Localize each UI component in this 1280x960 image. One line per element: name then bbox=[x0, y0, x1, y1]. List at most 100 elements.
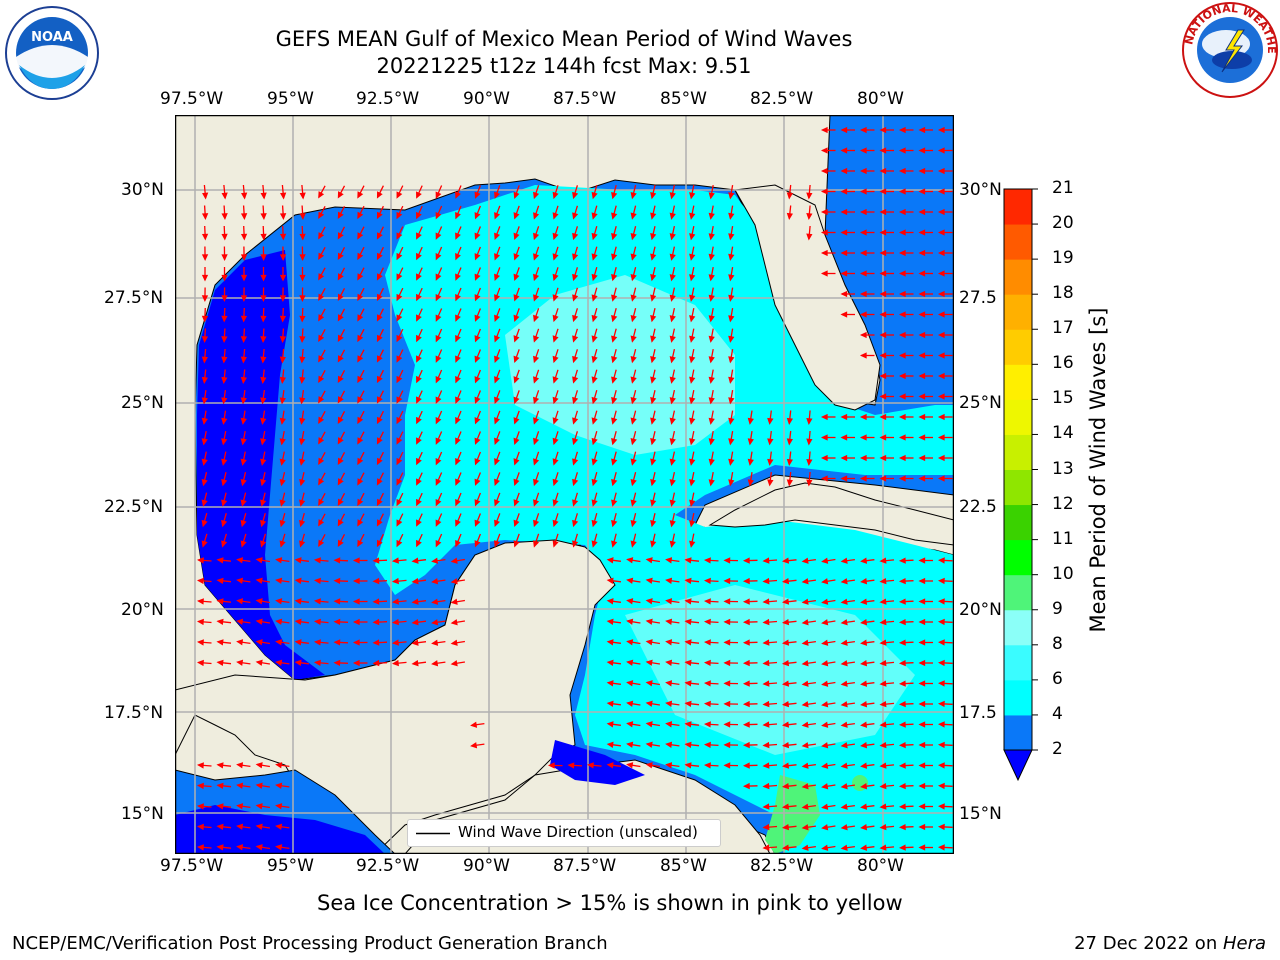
footer-host: Hera bbox=[1222, 933, 1266, 954]
wind-wave-arrow-head bbox=[299, 438, 306, 446]
wind-wave-arrow-head bbox=[684, 598, 692, 605]
wind-wave-arrow-head bbox=[937, 659, 945, 667]
wind-wave-arrow-head bbox=[645, 639, 653, 646]
wind-wave-arrow-head bbox=[333, 639, 341, 646]
wind-wave-arrow-head bbox=[352, 557, 360, 564]
wind-wave-arrow-head bbox=[533, 437, 540, 446]
wind-wave-arrow-head bbox=[591, 376, 598, 384]
wind-wave-arrow-head bbox=[411, 639, 419, 646]
colorbar-bin bbox=[1004, 294, 1032, 330]
wind-wave-arrow-head bbox=[318, 211, 325, 220]
wind-wave-arrow-head bbox=[859, 331, 867, 339]
wind-wave-arrow-head bbox=[879, 639, 887, 646]
wind-wave-arrow-head bbox=[728, 253, 735, 261]
wind-wave-arrow-head bbox=[708, 458, 715, 466]
wind-wave-arrow-head bbox=[533, 540, 540, 548]
wind-wave-arrow-head bbox=[611, 315, 618, 323]
wind-wave-arrow-head bbox=[708, 233, 715, 241]
wind-wave-arrow-head bbox=[840, 188, 848, 195]
wind-wave-arrow-head bbox=[357, 416, 364, 425]
wind-wave-arrow-head bbox=[318, 191, 325, 199]
wind-wave-arrow-head bbox=[376, 334, 383, 343]
wind-wave-arrow-head bbox=[742, 741, 750, 749]
wind-wave-arrow-head bbox=[337, 519, 344, 527]
wind-wave-arrow-head bbox=[572, 540, 579, 548]
wind-wave-arrow-head bbox=[859, 475, 867, 482]
wind-wave-arrow-head bbox=[221, 397, 228, 405]
wind-wave-arrow-head bbox=[918, 721, 926, 728]
noaa-logo-text: NOAA bbox=[31, 30, 73, 45]
wind-wave-arrow-head bbox=[299, 192, 306, 200]
legend-line bbox=[416, 832, 450, 835]
wind-wave-arrow-head bbox=[240, 213, 248, 221]
wind-wave-arrow-head bbox=[221, 254, 228, 262]
wind-wave-arrow-head bbox=[260, 376, 267, 385]
wind-wave-arrow-head bbox=[474, 335, 481, 343]
wind-wave-arrow-head bbox=[606, 577, 614, 585]
wind-wave-arrow-head bbox=[572, 191, 579, 200]
wind-wave-arrow-head bbox=[728, 274, 735, 282]
wind-wave-arrow-head bbox=[513, 478, 520, 487]
wind-wave-arrow-head bbox=[606, 741, 614, 749]
wind-wave-arrow-head bbox=[669, 499, 676, 507]
wind-wave-arrow-head bbox=[645, 577, 653, 584]
wind-wave-arrow-head bbox=[494, 335, 500, 343]
wind-wave-arrow-head bbox=[821, 557, 829, 564]
wind-wave-arrow-head bbox=[435, 334, 442, 343]
wind-wave-arrow-head bbox=[416, 478, 422, 486]
wind-wave-arrow-head bbox=[221, 519, 228, 528]
wind-wave-arrow-head bbox=[337, 498, 344, 507]
wind-wave-arrow-head bbox=[665, 598, 673, 605]
map-legend: Wind Wave Direction (unscaled) bbox=[407, 819, 721, 847]
wind-wave-arrow-head bbox=[898, 680, 906, 687]
wind-wave-arrow-head bbox=[240, 519, 247, 528]
wind-wave-arrow-head bbox=[786, 417, 793, 426]
wind-wave-arrow-head bbox=[611, 192, 618, 200]
wind-wave-arrow-head bbox=[840, 598, 848, 605]
wind-wave-arrow-head bbox=[645, 680, 653, 687]
wind-wave-arrow-head bbox=[337, 355, 344, 363]
wind-wave-arrow-head bbox=[859, 352, 867, 359]
wind-wave-arrow-head bbox=[630, 438, 637, 446]
wind-wave-arrow-head bbox=[552, 458, 559, 466]
wind-wave-arrow-head bbox=[435, 211, 442, 220]
wind-wave-arrow-head bbox=[937, 352, 945, 359]
wind-wave-arrow-head bbox=[937, 434, 945, 441]
wind-wave-arrow-head bbox=[201, 519, 208, 528]
wind-wave-arrow-head bbox=[665, 721, 673, 728]
wind-wave-arrow-head bbox=[708, 438, 715, 446]
wind-wave-arrow-head bbox=[879, 393, 887, 400]
wind-wave-arrow-head bbox=[918, 823, 926, 831]
wind-wave-arrow-head bbox=[474, 519, 481, 527]
wind-wave-arrow-head bbox=[650, 417, 657, 425]
wind-wave-arrow-head bbox=[820, 454, 828, 462]
wind-wave-arrow-head bbox=[201, 479, 208, 487]
wind-wave-arrow-head bbox=[221, 479, 228, 487]
wind-wave-arrow-head bbox=[665, 741, 673, 749]
wind-wave-arrow-head bbox=[255, 659, 263, 666]
wind-wave-arrow-head bbox=[703, 577, 711, 585]
wind-wave-arrow-head bbox=[279, 315, 287, 323]
wind-wave-arrow-head bbox=[431, 598, 439, 605]
wind-wave-arrow-head bbox=[196, 577, 204, 585]
wind-wave-arrow-head bbox=[396, 396, 403, 404]
wind-wave-arrow-head bbox=[859, 290, 867, 298]
wind-wave-arrow-head bbox=[533, 458, 540, 466]
wind-wave-arrow-head bbox=[898, 331, 906, 339]
wind-wave-arrow-head bbox=[513, 355, 520, 364]
wind-wave-arrow-head bbox=[313, 577, 321, 584]
lon-label-top: 80°W bbox=[857, 89, 904, 109]
wind-wave-arrow-head bbox=[801, 660, 809, 667]
wind-wave-arrow-head bbox=[337, 252, 344, 261]
wind-wave-arrow-head bbox=[216, 598, 224, 605]
wind-wave-arrow-head bbox=[626, 680, 634, 687]
wind-wave-arrow-head bbox=[337, 478, 344, 486]
wind-wave-arrow-head bbox=[689, 520, 696, 528]
wind-wave-arrow-head bbox=[455, 294, 461, 302]
wind-wave-arrow-head bbox=[650, 294, 657, 302]
wind-wave-arrow-head bbox=[416, 539, 422, 548]
lat-label-left: 15°N bbox=[121, 804, 164, 824]
lat-label-left: 20°N bbox=[121, 600, 164, 620]
wind-wave-arrow-head bbox=[552, 212, 559, 220]
wind-wave-arrow-head bbox=[318, 273, 325, 281]
